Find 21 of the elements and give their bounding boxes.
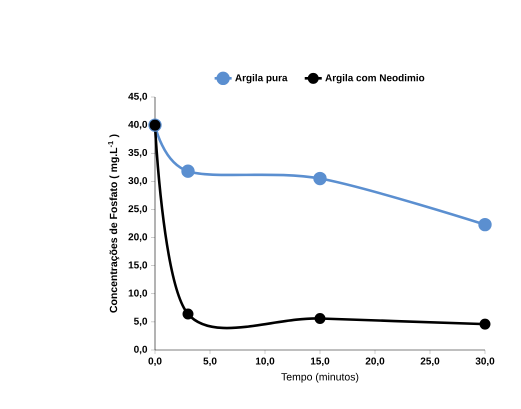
x-tick-label: 15,0 [310,358,330,366]
x-tick-label: 0,0 [148,358,162,366]
y-tick-label: 5,0 [134,318,148,326]
y-tick-label: 0,0 [134,346,148,354]
x-tick-label: 10,0 [256,358,274,366]
x-tick-label: 5,0 [203,358,217,366]
y-tick-label: 40,0 [128,120,148,130]
legend-label: Argila pura [235,74,288,84]
y-axis-title: Concentrações de Fosfato ( mg.L$^{-1}$ ) [108,134,120,313]
y-tick-label: 20,0 [128,233,148,242]
x-axis-title: Tempo (minutos) [281,372,358,383]
y-tick-label: 30,0 [128,177,148,186]
y-tick-label: 35,0 [128,148,148,158]
x-tick-label: 30,0 [476,358,494,366]
legend-label: Argila com Neodimio [325,74,424,84]
y-tick-label: 45,0 [128,92,148,102]
x-tick-label: 20,0 [366,358,384,366]
y-tick-label: 15,0 [128,261,148,270]
y-tick-label: 10,0 [128,290,148,298]
y-tick-label: 25,0 [128,205,148,214]
x-tick-label: 25,0 [420,358,440,366]
